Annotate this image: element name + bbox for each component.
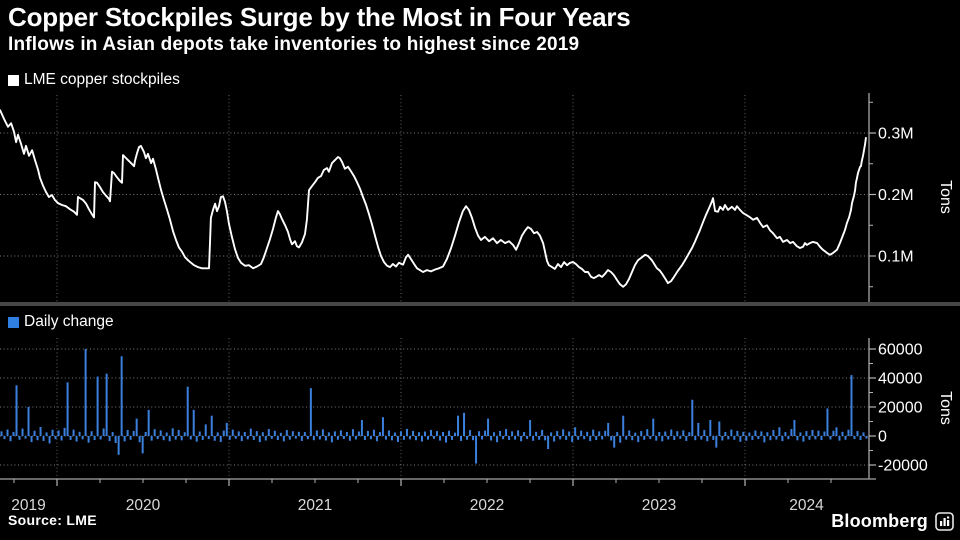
svg-text:60000: 60000 <box>878 342 923 359</box>
daily-change-bars <box>0 349 868 464</box>
top-chart-gridlines <box>0 95 868 302</box>
svg-text:0.1M: 0.1M <box>878 249 914 266</box>
svg-text:20000: 20000 <box>878 400 923 417</box>
bloomberg-logo: Bloomberg <box>831 511 954 532</box>
svg-text:2023: 2023 <box>642 497 676 514</box>
legend-label-daily-change: Daily change <box>24 313 114 330</box>
svg-text:-20000: -20000 <box>878 458 928 475</box>
svg-text:2022: 2022 <box>470 497 504 514</box>
svg-text:Tons: Tons <box>937 180 954 214</box>
legend-lme-copper-stockpiles: LME copper stockpiles <box>8 71 180 89</box>
legend-label-stockpiles: LME copper stockpiles <box>24 71 180 88</box>
bloomberg-terminal-icon <box>935 512 954 531</box>
bottom-chart-y-axis: -20000 0 20000 40000 60000 <box>868 338 928 479</box>
top-chart-y-axis: 0.1M 0.2M 0.3M <box>868 93 914 303</box>
svg-text:0.2M: 0.2M <box>878 187 914 204</box>
x-axis: 2019 2020 2021 2022 2023 2024 <box>0 478 876 514</box>
page-subtitle: Inflows in Asian depots take inventories… <box>8 34 580 55</box>
y-axis-titles: Tons Tons <box>937 180 954 425</box>
bar-series-swatch-icon <box>8 316 19 328</box>
bloomberg-wordmark: Bloomberg <box>831 511 928 531</box>
legend-daily-change: Daily change <box>8 313 114 331</box>
lme-stockpiles-line <box>0 109 867 288</box>
svg-text:40000: 40000 <box>878 371 923 388</box>
source-label: Source: LME <box>8 512 97 528</box>
bottom-chart-gridlines <box>0 338 868 479</box>
svg-text:2024: 2024 <box>789 497 824 514</box>
svg-text:Tons: Tons <box>937 391 954 425</box>
line-series-swatch-icon <box>8 74 19 86</box>
page-title: Copper Stockpiles Surge by the Most in F… <box>8 2 631 32</box>
svg-text:0.3M: 0.3M <box>878 126 914 143</box>
panel-divider <box>0 302 960 306</box>
svg-text:0: 0 <box>878 429 887 446</box>
svg-text:2020: 2020 <box>126 497 161 514</box>
svg-text:2021: 2021 <box>298 497 332 514</box>
svg-text:2019: 2019 <box>11 497 45 514</box>
